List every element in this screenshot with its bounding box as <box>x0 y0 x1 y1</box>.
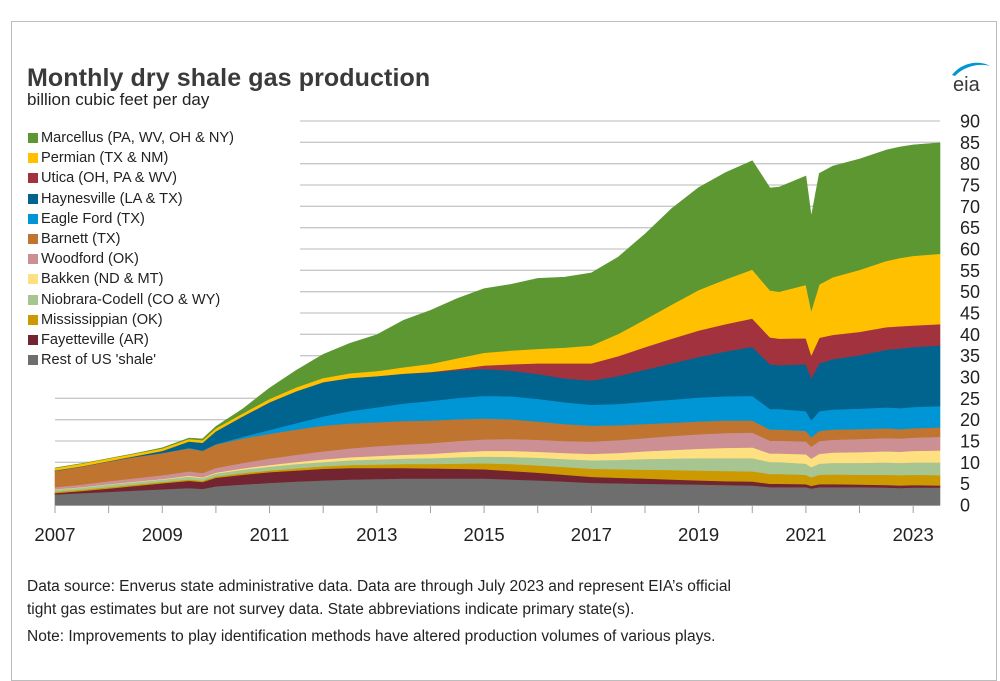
area-layers <box>54 142 941 506</box>
x-tick-label: 2011 <box>250 524 290 545</box>
x-tick-label: 2009 <box>142 524 183 545</box>
y-tick-label: 75 <box>960 176 980 196</box>
x-tick-label: 2015 <box>464 524 505 545</box>
legend-item: Marcellus (PA, WV, OH & NY) <box>28 128 234 148</box>
x-tick-label: 2007 <box>34 524 75 545</box>
eia-logo: eia <box>946 58 992 96</box>
legend-label: Barnett (TX) <box>41 231 121 248</box>
legend-item: Barnett (TX) <box>28 229 234 249</box>
y-tick-label: 20 <box>960 410 980 430</box>
footnote-source-line-1: Data source: Enverus state administrativ… <box>27 578 731 595</box>
legend-swatch <box>28 234 38 245</box>
legend-label: Haynesville (LA & TX) <box>41 190 183 207</box>
legend-label: Permian (TX & NM) <box>41 150 169 167</box>
legend-item: Bakken (ND & MT) <box>28 269 234 289</box>
legend-item: Rest of US 'shale' <box>28 350 234 370</box>
y-tick-label: 25 <box>960 389 980 409</box>
legend-swatch <box>28 254 38 265</box>
legend-label: Fayetteville (AR) <box>41 331 149 348</box>
legend-item: Haynesville (LA & TX) <box>28 189 234 209</box>
y-tick-label: 5 <box>960 474 970 494</box>
legend-label: Rest of US 'shale' <box>41 352 157 369</box>
legend-item: Niobrara-Codell (CO & WY) <box>28 290 234 310</box>
legend-swatch <box>28 193 38 204</box>
eia-logo-text: eia <box>953 74 981 96</box>
legend-item: Eagle Ford (TX) <box>28 209 234 229</box>
y-tick-label: 0 <box>960 496 970 516</box>
y-tick-label: 85 <box>960 133 980 153</box>
y-tick-label: 10 <box>960 453 980 473</box>
legend-swatch <box>28 173 38 184</box>
legend-label: Mississippian (OK) <box>41 311 163 328</box>
legend-item: Woodford (OK) <box>28 249 234 269</box>
legend-swatch <box>28 334 38 345</box>
chart-title: Monthly dry shale gas production <box>27 64 431 92</box>
y-tick-label: 40 <box>960 325 980 345</box>
area-marcellus-pa-wv-oh-ny <box>54 142 941 469</box>
footnote-note: Note: Improvements to play identificatio… <box>27 628 716 645</box>
y-tick-label: 90 <box>960 112 980 132</box>
legend-label: Woodford (OK) <box>41 251 139 268</box>
x-tick-label: 2017 <box>571 524 612 545</box>
x-axis-labels: 2007 2009 2011 2013 2015 2017 2019 2021 2023 <box>34 524 933 545</box>
y-tick-label: 35 <box>960 346 980 366</box>
y-tick-label: 80 <box>960 154 980 174</box>
y-tick-label: 60 <box>960 240 980 260</box>
legend-item: Fayetteville (AR) <box>28 330 234 350</box>
y-tick-label: 15 <box>960 432 980 452</box>
legend-item: Permian (TX & NM) <box>28 148 234 168</box>
y-tick-label: 45 <box>960 304 980 324</box>
y-tick-label: 30 <box>960 368 980 388</box>
x-tick-label: 2023 <box>893 524 934 545</box>
legend-swatch <box>28 274 38 285</box>
legend-label: Bakken (ND & MT) <box>41 271 164 288</box>
y-tick-label: 65 <box>960 218 980 238</box>
x-axis <box>54 505 940 513</box>
x-tick-label: 2021 <box>785 524 826 545</box>
eia-logo-icon: eia <box>952 62 990 96</box>
x-tick-label: 2019 <box>678 524 719 545</box>
legend-swatch <box>28 153 38 164</box>
legend: Marcellus (PA, WV, OH & NY) Permian (TX &… <box>28 128 234 370</box>
x-tick-label: 2013 <box>356 524 397 545</box>
legend-item: Mississippian (OK) <box>28 310 234 330</box>
legend-label: Niobrara-Codell (CO & WY) <box>41 291 221 308</box>
legend-label: Eagle Ford (TX) <box>41 210 145 227</box>
legend-swatch <box>28 355 38 366</box>
legend-label: Utica (OH, PA & WV) <box>41 170 177 187</box>
footnote-source-line-2: tight gas estimates but are not survey d… <box>27 601 635 618</box>
legend-label: Marcellus (PA, WV, OH & NY) <box>41 130 234 147</box>
legend-swatch <box>28 133 38 144</box>
legend-swatch <box>28 294 38 305</box>
y-tick-label: 55 <box>960 261 980 281</box>
legend-swatch <box>28 213 38 224</box>
y-tick-label: 50 <box>960 282 980 302</box>
y-tick-label: 70 <box>960 197 980 217</box>
legend-item: Utica (OH, PA & WV) <box>28 168 234 188</box>
chart-subtitle: billion cubic feet per day <box>27 90 210 109</box>
legend-swatch <box>28 314 38 325</box>
